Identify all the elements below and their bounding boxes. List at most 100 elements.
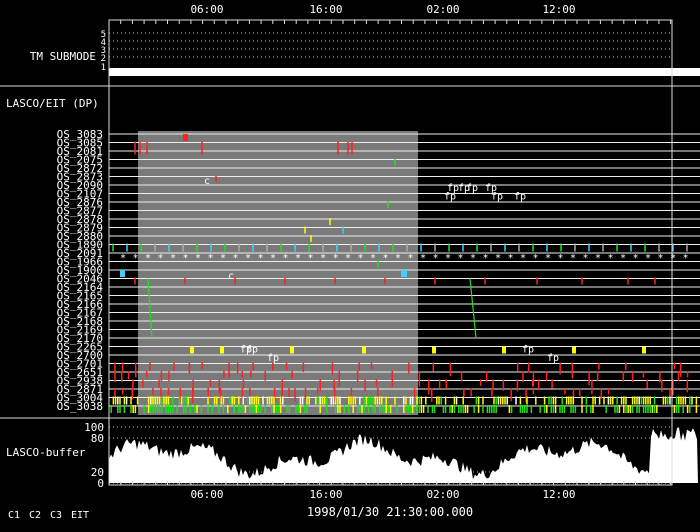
star-annotation: * [333,253,339,264]
star-annotation: * [508,253,514,264]
star-annotation: * [133,253,139,264]
tm-level-label: 5 [101,30,106,40]
star-annotation: * [308,253,314,264]
event-block [401,270,407,277]
fp-annotation: fp [491,192,503,203]
event-block [642,346,646,354]
event-block [220,346,224,354]
tm-submode-label: TM SUBMODE [30,50,96,63]
text-labels: TM SUBMODE LASCO/EIT (DP) LASCO-buffer 1… [6,3,576,521]
os-row-label: OS_2878 [57,213,103,226]
star-annotation: * [633,253,639,264]
tm-level-label: 3 [101,46,106,56]
star-annotation: * [658,253,664,264]
star-annotation: * [558,253,564,264]
star-annotation: * [620,253,626,264]
fp-annotation: fp [246,345,258,356]
os-row-label: OS_2701 [57,358,103,371]
star-annotation: * [208,253,214,264]
star-annotation: * [408,253,414,264]
os-row-label: OS_2872 [57,162,103,175]
legend-entry: C1 [8,510,20,521]
star-annotation: * [420,253,426,264]
os-row-label: OS_2167 [57,307,103,320]
os-row-label: OS_2651 [57,366,103,379]
time-tick-bottom: 02:00 [426,488,459,501]
os-row-label: OS_2877 [57,205,103,218]
fp-annotation: fp [444,192,456,203]
event-block [190,346,194,354]
os-row-label: OS_2081 [57,145,103,158]
star-annotation: * [458,253,464,264]
tm-level-label: 4 [101,38,106,48]
time-tick-top: 16:00 [309,3,342,16]
os-row-label: OS_1890 [57,239,103,252]
os-row-label: OS_2873 [57,171,103,184]
lasco-eit-label: LASCO/EIT (DP) [6,97,99,110]
star-annotation: * [470,253,476,264]
time-tick-bottom: 12:00 [542,488,575,501]
star-annotation: * [683,253,689,264]
os-row-label: OS_2880 [57,230,103,243]
fp-annotation: fp [447,183,459,194]
star-annotation: * [170,253,176,264]
time-tick-bottom: 16:00 [309,488,342,501]
event-block [572,346,576,354]
os-row-label: OS_2164 [57,281,104,294]
star-annotation: * [445,253,451,264]
fp-annotation: fp [547,353,559,364]
star-annotation: * [383,253,389,264]
time-tick-bottom: 06:00 [190,488,223,501]
os-row-label: OS_2166 [57,298,103,311]
star-annotation: * [608,253,614,264]
c-annotation: c [228,271,234,282]
time-tick-top: 12:00 [542,3,575,16]
fp-annotation: fp [458,183,470,194]
time-tick-top: 06:00 [190,3,223,16]
star-annotation: * [595,253,601,264]
os-row-label: OS_2700 [57,349,103,362]
star-annotation: * [195,253,201,264]
star-annotation: * [533,253,539,264]
os-row-label: OS_3085 [57,137,103,150]
star-annotation: * [283,253,289,264]
os-row-label: OS_3083 [57,128,103,141]
os-row-label: OS_2879 [57,222,103,235]
fp-annotation: fp [522,345,534,356]
event-block [183,134,188,141]
event-block [290,346,294,354]
os-row-label: OS_2871 [57,383,103,396]
os-row-label: OS_2168 [57,315,103,328]
star-annotation: * [358,253,364,264]
star-annotation: * [220,253,226,264]
os-row-label: OS_2169 [57,324,103,337]
legend-entry: C3 [50,510,62,521]
star-annotation: * [158,253,164,264]
event-block [502,346,506,354]
star-annotation: * [395,253,401,264]
outer-frame [108,19,673,486]
buffer-tick-label: 0 [97,477,104,490]
star-annotation: * [145,253,151,264]
star-annotation: * [320,253,326,264]
os-row-label: OS_2090 [57,179,103,192]
legend-entry: EIT [71,510,89,521]
star-annotation: * [433,253,439,264]
fp-annotation: fp [514,192,526,203]
c-annotation: c [204,176,210,187]
star-annotation: * [245,253,251,264]
star-annotation: * [345,253,351,264]
fp-annotation: fp [466,183,478,194]
star-annotation: * [570,253,576,264]
time-tick-top: 02:00 [426,3,459,16]
event-block [432,346,436,354]
os-row-label: OS_1966 [57,256,103,269]
os-row-label: OS_2046 [57,273,103,286]
os-row-label: OS_2170 [57,332,103,345]
c2-slew-line [469,278,477,339]
fp-annotation: fp [267,353,279,364]
os-row-label: OS_3038 [57,400,103,413]
legend-entry: C2 [29,510,41,521]
star-annotation: * [583,253,589,264]
